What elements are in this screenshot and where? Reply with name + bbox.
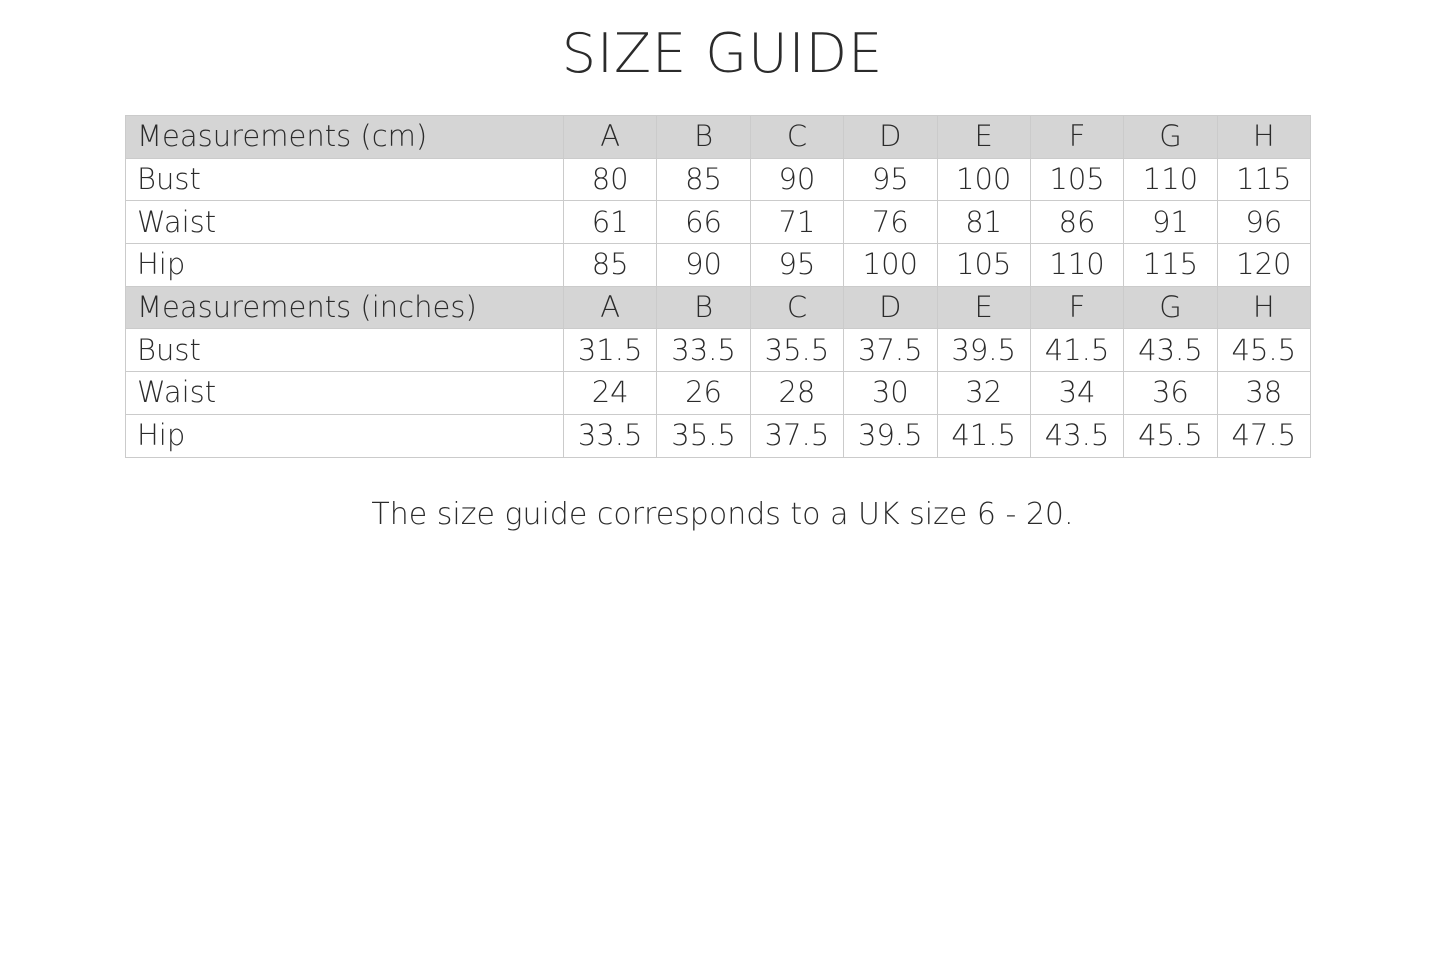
value-cell: 26 [656, 371, 751, 415]
value-cell: 80 [562, 157, 658, 202]
size-label-cell: A [562, 115, 658, 159]
size-label-cell: A [562, 285, 658, 330]
value-cell: 85 [656, 157, 751, 202]
row-label-cell: Waist [125, 371, 564, 415]
value-cell: 71 [749, 200, 845, 245]
value-cell: 41.5 [1029, 328, 1125, 373]
size-label-cell: E [936, 285, 1031, 330]
footnote: The size guide corresponds to a UK size … [371, 497, 1074, 532]
size-label-cell: C [749, 285, 845, 330]
size-label-cell: B [656, 115, 751, 159]
value-cell: 81 [936, 200, 1031, 245]
value-cell: 39.5 [843, 413, 938, 458]
section-header-cell: Measurements (cm) [125, 115, 564, 159]
row-label-cell: Hip [125, 413, 564, 458]
value-cell: 38 [1216, 371, 1312, 415]
size-label-cell: D [843, 285, 938, 330]
row-label-cell: Bust [125, 328, 564, 373]
value-cell: 39.5 [936, 328, 1031, 373]
size-label-cell: G [1123, 285, 1218, 330]
size-label-cell: D [843, 115, 938, 159]
value-cell: 90 [656, 243, 751, 287]
value-cell: 120 [1216, 243, 1312, 287]
value-cell: 34 [1029, 371, 1125, 415]
size-label-cell: H [1216, 115, 1312, 159]
value-cell: 90 [749, 157, 845, 202]
size-label-cell: F [1029, 115, 1125, 159]
measurement-row: Hip 85 90 95 100 105 110 115 120 [125, 243, 1312, 287]
size-guide-table-body: Measurements (cm) A B C D E F G H Bust 80 85 90 95 100… [125, 115, 1312, 458]
value-cell: 110 [1123, 157, 1218, 202]
value-cell: 24 [562, 371, 658, 415]
value-cell: 115 [1216, 157, 1312, 202]
size-label-cell: E [936, 115, 1031, 159]
measurement-row: Bust 80 85 90 95 100 105 110 115 [125, 157, 1312, 202]
size-guide-table: Measurements (cm) A B C D E F G H Bust 80 85 90 95 100… [125, 115, 1312, 458]
section-header-cell: Measurements (inches) [125, 285, 564, 330]
value-cell: 32 [936, 371, 1031, 415]
measurement-row: Bust 31.5 33.5 35.5 37.5 39.5 41.5 43.5 45.5 [125, 328, 1312, 373]
value-cell: 110 [1029, 243, 1125, 287]
value-cell: 86 [1029, 200, 1125, 245]
section-header-row: Measurements (cm) A B C D E F G H [125, 115, 1312, 159]
size-label-cell: H [1216, 285, 1312, 330]
value-cell: 76 [843, 200, 938, 245]
value-cell: 28 [749, 371, 845, 415]
value-cell: 35.5 [749, 328, 845, 373]
value-cell: 33.5 [562, 413, 658, 458]
value-cell: 91 [1123, 200, 1218, 245]
size-label-cell: G [1123, 115, 1218, 159]
value-cell: 85 [562, 243, 658, 287]
measurement-row: Hip 33.5 35.5 37.5 39.5 41.5 43.5 45.5 47.5 [125, 413, 1312, 458]
value-cell: 95 [843, 157, 938, 202]
value-cell: 105 [936, 243, 1031, 287]
page-title: SIZE GUIDE [561, 22, 884, 85]
measurement-row: Waist 24 26 28 30 32 34 36 38 [125, 371, 1312, 415]
size-label-cell: B [656, 285, 751, 330]
value-cell: 41.5 [936, 413, 1031, 458]
row-label-cell: Hip [125, 243, 564, 287]
value-cell: 33.5 [656, 328, 751, 373]
value-cell: 43.5 [1123, 328, 1218, 373]
value-cell: 43.5 [1029, 413, 1125, 458]
value-cell: 95 [749, 243, 845, 287]
size-label-cell: C [749, 115, 845, 159]
value-cell: 45.5 [1216, 328, 1312, 373]
value-cell: 115 [1123, 243, 1218, 287]
section-header-row: Measurements (inches) A B C D E F G H [125, 285, 1312, 330]
value-cell: 47.5 [1216, 413, 1312, 458]
value-cell: 61 [562, 200, 658, 245]
value-cell: 37.5 [843, 328, 938, 373]
value-cell: 36 [1123, 371, 1218, 415]
value-cell: 45.5 [1123, 413, 1218, 458]
value-cell: 30 [843, 371, 938, 415]
value-cell: 35.5 [656, 413, 751, 458]
value-cell: 100 [843, 243, 938, 287]
value-cell: 105 [1029, 157, 1125, 202]
measurement-row: Waist 61 66 71 76 81 86 91 96 [125, 200, 1312, 245]
value-cell: 37.5 [749, 413, 845, 458]
value-cell: 100 [936, 157, 1031, 202]
row-label-cell: Waist [125, 200, 564, 245]
value-cell: 66 [656, 200, 751, 245]
row-label-cell: Bust [125, 157, 564, 202]
size-label-cell: F [1029, 285, 1125, 330]
value-cell: 96 [1216, 200, 1312, 245]
value-cell: 31.5 [562, 328, 658, 373]
